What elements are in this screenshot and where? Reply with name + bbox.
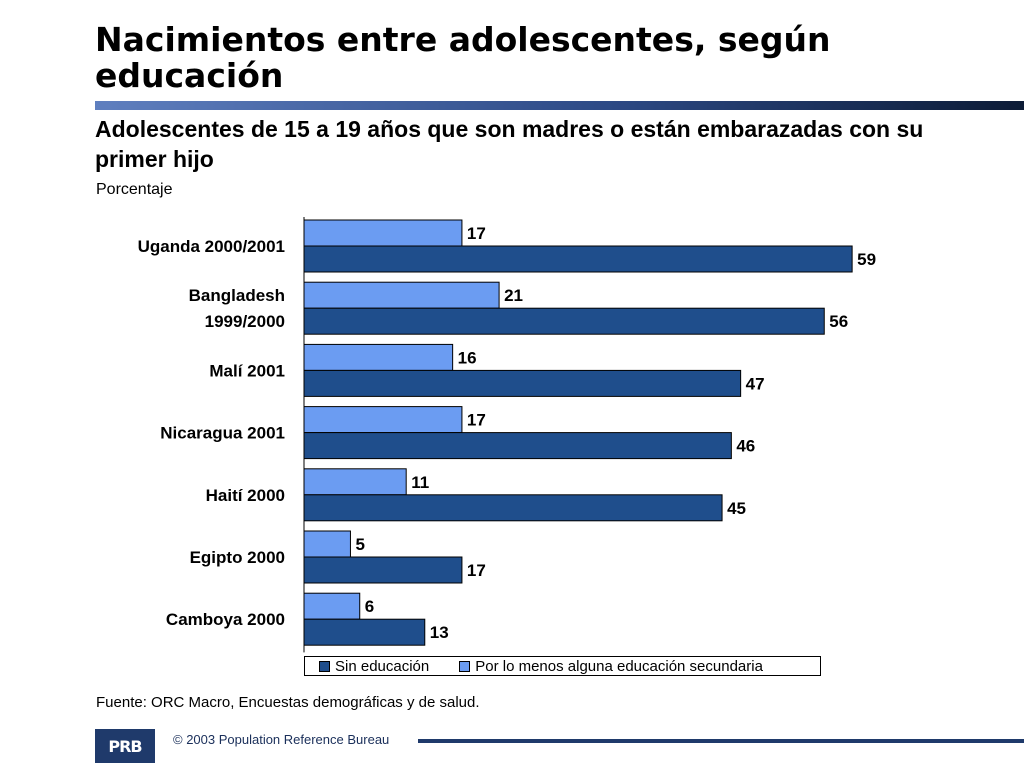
bar-sin-educacion (303, 307, 825, 335)
bar-sin-educacion (303, 245, 853, 273)
bar-secundaria (303, 592, 361, 620)
bar-secundaria (303, 219, 463, 247)
chart-legend: Sin educación Por lo menos alguna educac… (304, 656, 821, 676)
bar-secundaria (303, 281, 500, 309)
data-label: 17 (467, 224, 486, 243)
bar-sin-educacion (303, 494, 723, 522)
data-label: 13 (430, 623, 449, 642)
bar-secundaria (303, 406, 463, 434)
data-label: 56 (829, 312, 848, 331)
data-label: 59 (857, 250, 876, 269)
bar-sin-educacion (303, 618, 426, 646)
legend-label-sin-educacion: Sin educación (335, 657, 430, 675)
chart-subtitle: Adolescentes de 15 a 19 años que son mad… (95, 116, 924, 172)
legend-label-secundaria: Por lo menos alguna educación secundaria (475, 657, 763, 675)
prb-logo: PRB (95, 729, 155, 763)
data-label: 17 (467, 561, 486, 580)
page-title: Nacimientos entre adolescentes, según ed… (95, 20, 831, 95)
data-label: 21 (504, 286, 523, 305)
legend-item-secundaria: Por lo menos alguna educación secundaria (459, 658, 763, 675)
unit-label: Porcentaje (96, 181, 173, 198)
data-label: 46 (736, 437, 755, 456)
legend-item-sin-educacion: Sin educación (319, 658, 429, 675)
category-label: Nicaragua 2001 (160, 424, 285, 443)
data-label: 5 (355, 535, 364, 554)
category-label: Haití 2000 (206, 486, 285, 505)
data-label: 47 (746, 374, 765, 393)
category-label: Egipto 2000 (190, 548, 285, 567)
title-divider (95, 101, 1024, 110)
category-label: Uganda 2000/2001 (138, 237, 285, 256)
category-label: Bangladesh 1999/2000 (189, 286, 285, 331)
bar-sin-educacion (303, 369, 742, 397)
category-label: Camboya 2000 (166, 610, 285, 629)
data-label: 16 (458, 348, 477, 367)
bar-sin-educacion (303, 432, 732, 460)
footer-divider (418, 739, 1024, 743)
bar-sin-educacion (303, 556, 463, 584)
source-note: Fuente: ORC Macro, Encuestas demográfica… (96, 694, 480, 711)
bar-secundaria (303, 468, 407, 496)
data-label: 17 (467, 411, 486, 430)
data-label: 45 (727, 499, 746, 518)
data-label: 6 (365, 597, 374, 616)
category-label: Malí 2001 (209, 361, 285, 380)
data-label: 11 (411, 473, 429, 492)
legend-swatch-sin-educacion (319, 660, 330, 672)
bar-secundaria (303, 530, 351, 558)
copyright-text: © 2003 Population Reference Bureau (173, 732, 390, 747)
bar-secundaria (303, 343, 454, 371)
legend-swatch-secundaria (459, 660, 471, 672)
